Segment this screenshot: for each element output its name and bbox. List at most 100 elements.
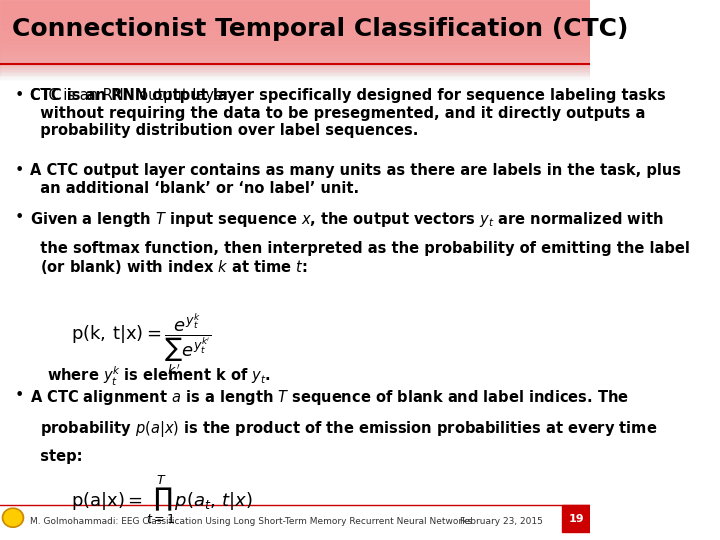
Bar bbox=[0, 28, 590, 33]
Bar bbox=[0, 6, 590, 11]
Bar bbox=[0, 26, 590, 31]
Bar bbox=[0, 53, 590, 58]
Bar bbox=[0, 39, 590, 45]
Bar bbox=[0, 73, 590, 79]
Text: Connectionist Temporal Classification (CTC): Connectionist Temporal Classification (C… bbox=[12, 17, 628, 42]
Bar bbox=[0, 29, 590, 35]
Bar bbox=[0, 0, 590, 2]
Bar bbox=[0, 11, 590, 16]
Text: •: • bbox=[14, 210, 24, 225]
Bar bbox=[0, 39, 590, 44]
Bar bbox=[0, 46, 590, 51]
Bar bbox=[0, 30, 590, 35]
Bar bbox=[0, 23, 590, 28]
Bar bbox=[0, 47, 590, 52]
Bar bbox=[0, 0, 590, 3]
Bar bbox=[0, 0, 590, 64]
Bar bbox=[0, 4, 590, 10]
Bar bbox=[0, 56, 590, 62]
Bar bbox=[0, 59, 590, 64]
Bar bbox=[562, 505, 590, 532]
Text: step:: step: bbox=[30, 449, 82, 464]
Text: the softmax function, then interpreted as the probability of emitting the label
: the softmax function, then interpreted a… bbox=[30, 241, 689, 276]
Text: A CTC output layer contains as many units as there are labels in the task, plus
: A CTC output layer contains as many unit… bbox=[30, 163, 680, 195]
Bar bbox=[0, 42, 590, 48]
Text: A CTC alignment $a$ is a length $T$ sequence of blank and label indices. The: A CTC alignment $a$ is a length $T$ sequ… bbox=[30, 388, 629, 407]
Bar bbox=[0, 44, 590, 49]
Bar bbox=[0, 43, 590, 48]
Bar bbox=[0, 51, 590, 56]
Bar bbox=[0, 57, 590, 63]
Bar bbox=[0, 11, 590, 17]
Bar bbox=[0, 31, 590, 36]
Bar bbox=[0, 12, 590, 18]
Text: $\mathrm{p(k,\,t|x)} = \dfrac{e^{y_t^k}}{\sum_{k'} e^{y_t^{k'}}}$: $\mathrm{p(k,\,t|x)} = \dfrac{e^{y_t^k}}… bbox=[71, 311, 212, 377]
Bar bbox=[0, 64, 590, 69]
Bar bbox=[0, 35, 590, 40]
Bar bbox=[0, 36, 590, 42]
Bar bbox=[0, 21, 590, 26]
Text: February 23, 2015: February 23, 2015 bbox=[460, 517, 544, 526]
Bar bbox=[0, 58, 590, 63]
Bar bbox=[0, 64, 590, 70]
Bar bbox=[0, 31, 590, 37]
Bar bbox=[0, 59, 590, 65]
Bar bbox=[0, 69, 590, 74]
Bar bbox=[0, 54, 590, 59]
Bar bbox=[0, 41, 590, 46]
Bar bbox=[0, 21, 590, 26]
Bar bbox=[0, 34, 590, 39]
Bar bbox=[0, 0, 590, 4]
Bar bbox=[0, 62, 590, 68]
Bar bbox=[0, 60, 590, 66]
Bar bbox=[0, 1, 590, 6]
Bar bbox=[0, 0, 590, 1]
Bar bbox=[0, 8, 590, 14]
Text: 19: 19 bbox=[568, 514, 584, 524]
Bar bbox=[0, 22, 590, 28]
Text: CTC is an RNN output layer: CTC is an RNN output layer bbox=[30, 88, 233, 103]
Bar bbox=[0, 71, 590, 76]
Text: •: • bbox=[14, 163, 24, 178]
Bar bbox=[0, 6, 590, 12]
Bar bbox=[0, 8, 590, 13]
Text: where $y_t^k$ is element k of $y_t$.: where $y_t^k$ is element k of $y_t$. bbox=[48, 364, 271, 388]
Bar bbox=[0, 25, 590, 30]
Bar bbox=[0, 16, 590, 21]
Bar bbox=[0, 0, 590, 5]
Bar bbox=[0, 75, 590, 80]
Bar bbox=[0, 74, 590, 79]
Bar bbox=[0, 37, 590, 43]
Text: CTC is an RNN output layer specifically designed for sequence labeling tasks
  w: CTC is an RNN output layer specifically … bbox=[30, 88, 665, 138]
Bar bbox=[0, 32, 590, 38]
Text: M. Golmohammadi: EEG Classification Using Long Short-Term Memory Recurrent Neura: M. Golmohammadi: EEG Classification Usin… bbox=[30, 517, 472, 526]
Bar bbox=[0, 16, 590, 22]
Bar bbox=[0, 3, 590, 8]
Bar bbox=[0, 68, 590, 73]
Bar bbox=[0, 24, 590, 29]
Bar bbox=[0, 52, 590, 58]
Bar bbox=[0, 0, 590, 5]
Bar bbox=[0, 36, 590, 41]
Text: probability $p(a|x)$ is the product of the emission probabilities at every time: probability $p(a|x)$ is the product of t… bbox=[30, 419, 657, 439]
Bar bbox=[0, 13, 590, 18]
Bar bbox=[0, 33, 590, 38]
Text: •: • bbox=[14, 388, 24, 403]
Bar bbox=[0, 15, 590, 20]
Bar bbox=[0, 10, 590, 15]
Text: $\mathrm{p(a|x)} = \prod_{t=1}^{T} p(a_t,\,t|x)$: $\mathrm{p(a|x)} = \prod_{t=1}^{T} p(a_t… bbox=[71, 474, 253, 526]
Bar bbox=[0, 67, 590, 72]
Bar bbox=[0, 17, 590, 23]
Bar bbox=[0, 2, 590, 7]
Bar bbox=[0, 19, 590, 25]
Bar bbox=[0, 3, 590, 9]
Bar bbox=[0, 61, 590, 66]
Bar bbox=[0, 70, 590, 76]
Bar bbox=[0, 50, 590, 56]
Circle shape bbox=[4, 510, 22, 526]
Bar bbox=[0, 65, 590, 71]
Bar bbox=[0, 5, 590, 10]
Text: •: • bbox=[14, 88, 24, 103]
Circle shape bbox=[2, 508, 24, 528]
Bar bbox=[0, 49, 590, 55]
